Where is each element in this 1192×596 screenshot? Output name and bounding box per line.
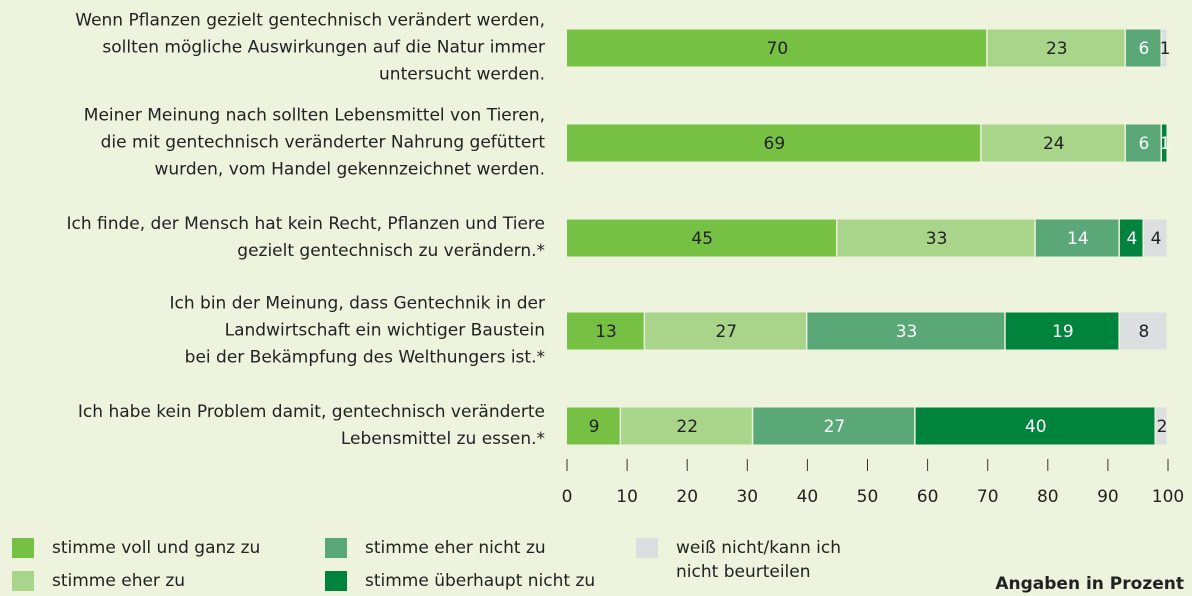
legend-swatch (325, 538, 347, 558)
value-label: 4 (1151, 229, 1162, 249)
legend-swatch (325, 571, 347, 591)
bar-segment (1125, 29, 1161, 67)
value-label: 6 (1139, 39, 1150, 59)
bar-segment (567, 407, 620, 445)
note: Angaben in Prozent (995, 574, 1184, 594)
value-label: 2 (1157, 417, 1168, 437)
bar-segment (915, 407, 1155, 445)
bar-segment (645, 312, 806, 350)
value-label: 40 (1025, 417, 1047, 437)
category-label: Meiner Meinung nach sollten Lebensmittel… (83, 105, 545, 180)
value-label: 6 (1139, 134, 1150, 154)
x-tick-label: 50 (857, 487, 879, 507)
x-tick-label: 20 (676, 487, 698, 507)
x-tick-label: 80 (1037, 487, 1059, 507)
x-tick-label: 10 (616, 487, 638, 507)
legend-swatch (12, 538, 34, 558)
legend-label: stimme eher nicht zu (365, 538, 546, 558)
legend-label: stimme überhaupt nicht zu (365, 571, 596, 591)
legend-swatch (636, 538, 658, 558)
value-label: 23 (1046, 39, 1068, 59)
value-label: 22 (676, 417, 698, 437)
bar-segment (1005, 312, 1119, 350)
bar-segment (981, 124, 1125, 162)
bar-segment (1143, 219, 1167, 257)
bar-segment (567, 124, 981, 162)
value-label: 70 (767, 39, 789, 59)
bar-segment (621, 407, 752, 445)
legend-label: stimme eher zu (52, 571, 186, 591)
bar-segment (837, 219, 1035, 257)
x-tick-label: 70 (977, 487, 999, 507)
bar-segment (807, 312, 1005, 350)
bar-segment (1161, 29, 1167, 67)
bar-segment (1125, 124, 1161, 162)
value-label: 69 (764, 134, 786, 154)
value-label: 27 (715, 322, 737, 342)
bar-segment (567, 219, 836, 257)
x-tick-label: 100 (1152, 487, 1184, 507)
value-label: 13 (595, 322, 617, 342)
category-label: Ich habe kein Problem damit, gentechnisc… (77, 402, 545, 449)
x-tick-label: 30 (736, 487, 758, 507)
bar-segment (1119, 219, 1143, 257)
value-label: 14 (1067, 229, 1089, 249)
bar-segment (1119, 312, 1167, 350)
legend-label: weiß nicht/kann ich nicht beurteilen (676, 538, 841, 582)
value-label: 33 (896, 322, 918, 342)
bar-segment (987, 29, 1125, 67)
value-label: 4 (1127, 229, 1138, 249)
bar-segment (1035, 219, 1119, 257)
value-label: 24 (1043, 134, 1065, 154)
bar-segment (1155, 407, 1167, 445)
bar-segment (567, 29, 987, 67)
x-tick-label: 60 (917, 487, 939, 507)
value-label: 1 (1160, 134, 1171, 154)
bar-segment (753, 407, 915, 445)
category-label: Ich finde, der Mensch hat kein Recht, Pf… (66, 214, 545, 261)
x-tick-label: 90 (1097, 487, 1119, 507)
legend-label: stimme voll und ganz zu (52, 538, 261, 558)
value-label: 19 (1052, 322, 1074, 342)
value-label: 27 (824, 417, 846, 437)
value-label: 33 (926, 229, 948, 249)
legend-swatch (12, 571, 34, 591)
value-label: 45 (691, 229, 713, 249)
bar-segment (567, 312, 644, 350)
value-label: 1 (1160, 39, 1171, 59)
value-label: 8 (1139, 322, 1150, 342)
value-label: 9 (589, 417, 600, 437)
x-tick-label: 40 (797, 487, 819, 507)
bar-segment (1161, 124, 1167, 162)
category-label: Ich bin der Meinung, dass Gentechnik in … (169, 293, 545, 368)
category-label: Wenn Pflanzen gezielt gentechnisch verän… (75, 10, 545, 85)
x-tick-label: 0 (562, 487, 573, 507)
